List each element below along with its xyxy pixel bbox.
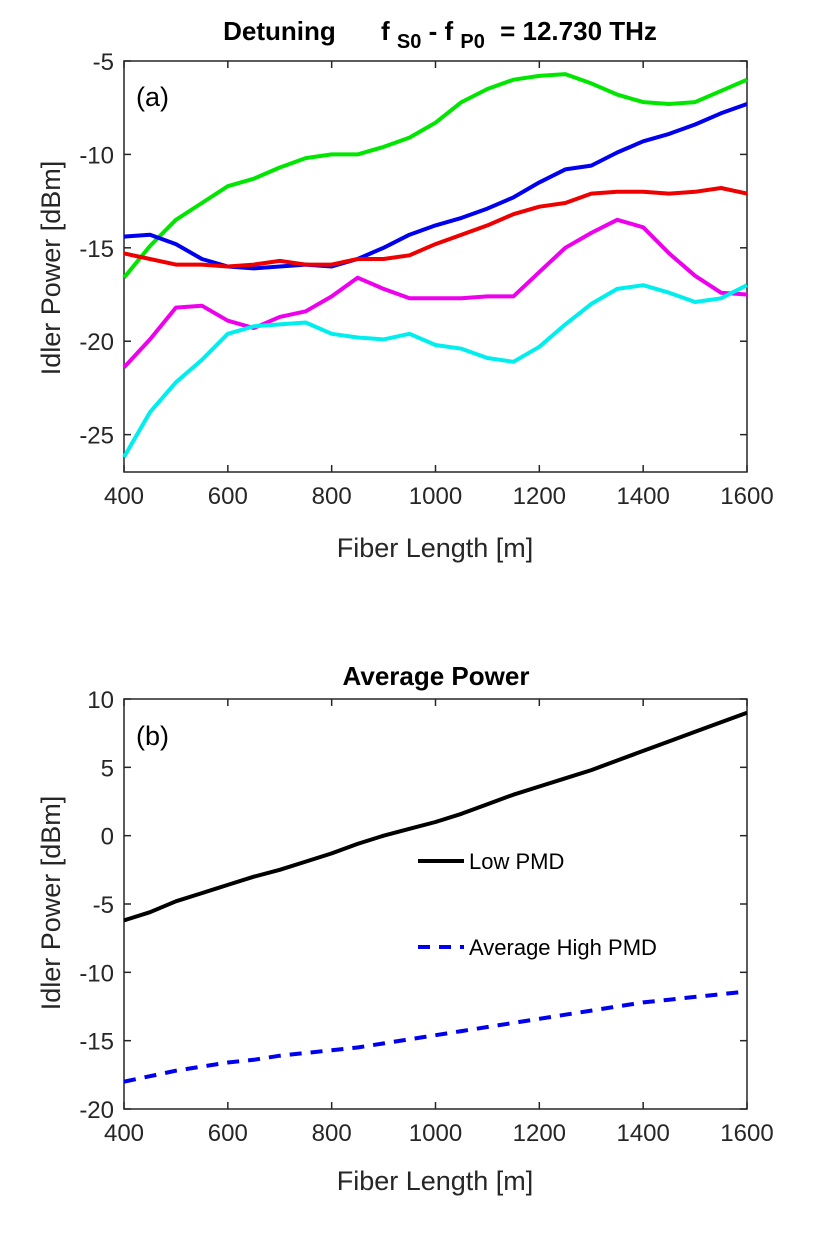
panel-a-series: [122, 72, 748, 459]
panel-b-y-tick-label: -5: [93, 892, 114, 919]
panel-b-x-tick-label: 1000: [409, 1120, 462, 1147]
panel-a-y-tick-label: -25: [79, 423, 114, 450]
panel-a-y-tick-label: -15: [79, 236, 114, 263]
panel-b-series: [123, 710, 748, 1084]
series-line-red: [123, 186, 748, 269]
panel-b: Average Power 400 600 800 1000 1200 1400 1600 …: [36, 661, 774, 1196]
panel-b-legend: Low PMD Average High PMD: [418, 849, 657, 960]
panel-b-x-tick-label: 1600: [720, 1120, 773, 1147]
panel-a-title-dash: -: [429, 16, 438, 46]
panel-b-x-tick-label: 800: [312, 1120, 352, 1147]
panel-b-x-tick-label: 1400: [616, 1120, 669, 1147]
panel-a-x-tick-label: 600: [208, 483, 248, 510]
panel-b-x-tick-label: 400: [104, 1120, 144, 1147]
panel-b-title: Average Power: [343, 661, 530, 691]
panel-a-title-sub1: S0: [397, 31, 421, 53]
panel-a-y-tick-label: -20: [79, 329, 114, 356]
panel-a-x-tick-label: 800: [312, 483, 352, 510]
panel-a-x-tick-label: 1000: [409, 483, 462, 510]
panel-a-x-tick-label: 1600: [720, 483, 773, 510]
panel-a-title-f2: f: [444, 16, 453, 46]
panel-b-axes-box: [123, 698, 748, 1110]
panel-b-label: (b): [136, 721, 169, 751]
panel-b-y-ticks: -20 -15 -10 -5 0 5 10: [79, 687, 747, 1124]
series-line-magenta: [122, 217, 748, 369]
panel-b-x-tick-label: 1200: [513, 1120, 566, 1147]
panel-a: Detuning f S0 - f P0 = 12.730 THz 400 600…: [36, 16, 774, 563]
panel-b-x-ticks: 400 600 800 1000 1200 1400 1600: [104, 699, 774, 1147]
panel-b-x-tick-label: 600: [208, 1120, 248, 1147]
panel-a-title-suffix: = 12.730 THz: [500, 16, 657, 46]
panel-b-y-tick-label: -15: [79, 1029, 114, 1056]
panel-a-y-axis-label: Idler Power [dBm]: [36, 161, 66, 376]
panel-a-x-tick-label: 400: [104, 483, 144, 510]
panel-a-y-tick-label: -10: [79, 142, 114, 169]
panel-b-y-tick-label: 5: [101, 755, 114, 782]
panel-b-y-axis-label: Idler Power [dBm]: [36, 796, 66, 1011]
panel-a-y-ticks: -25 -20 -15 -10 -5: [79, 49, 747, 450]
panel-a-title-sub2: P0: [460, 31, 484, 53]
panel-a-title-f1: f: [381, 16, 390, 46]
panel-a-y-tick-label: -5: [93, 49, 114, 76]
panel-a-label: (a): [136, 82, 169, 112]
panel-b-y-tick-label: -20: [79, 1097, 114, 1124]
panel-a-title: Detuning f S0 - f P0 = 12.730 THz: [223, 16, 657, 54]
panel-b-x-axis-label: Fiber Length [m]: [337, 1166, 534, 1196]
panel-b-y-tick-label: 10: [87, 687, 114, 714]
series-line-low-pmd: [123, 710, 748, 923]
panel-a-title-prefix: Detuning: [223, 16, 336, 46]
panel-a-x-axis-label: Fiber Length [m]: [337, 533, 534, 563]
panel-a-x-tick-label: 1400: [616, 483, 669, 510]
panel-a-x-tick-label: 1200: [513, 483, 566, 510]
series-line-green: [122, 72, 748, 279]
panel-b-y-tick-label: -10: [79, 960, 114, 987]
series-line-average-high-pmd: [123, 989, 748, 1084]
series-line-cyan: [122, 283, 748, 459]
legend-label-average-high-pmd: Average High PMD: [469, 935, 657, 960]
panel-b-y-tick-label: 0: [101, 824, 114, 851]
legend-label-low-pmd: Low PMD: [469, 849, 564, 874]
panel-a-x-ticks: 400 600 800 1000 1200 1400 1600: [104, 61, 774, 510]
